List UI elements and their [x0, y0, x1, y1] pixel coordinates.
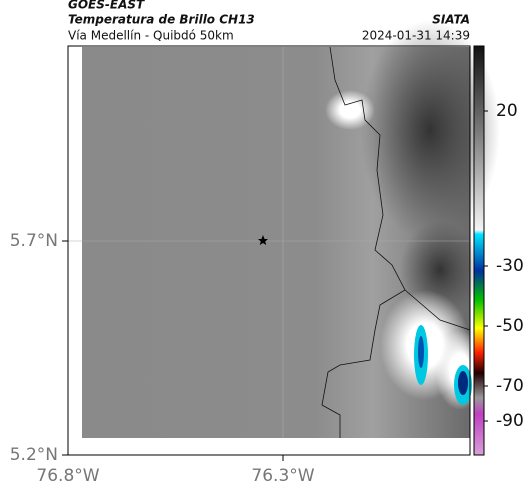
lon-label: 76.3°W — [251, 466, 314, 486]
satellite: GOES-EAST — [68, 0, 145, 12]
lon-label: 76.8°W — [36, 466, 99, 486]
lat-label: 5.7°N — [10, 231, 58, 251]
route: Vía Medellín - Quibdó 50km — [68, 29, 234, 43]
border — [321, 46, 406, 438]
product: Temperatura de Brillo CH13 — [68, 13, 255, 27]
border — [404, 289, 471, 331]
colorbar-tick-label: 20 — [496, 101, 518, 121]
location-star — [258, 235, 268, 245]
colorbar-tick-label: -50 — [496, 316, 524, 336]
colorbar — [473, 45, 485, 456]
satellite-image — [82, 20, 500, 438]
map-frame — [67, 45, 471, 456]
colorbar-ticks: 20 -30 -50 -70 -90 — [484, 101, 524, 431]
colorbar-tick-label: -30 — [496, 256, 524, 276]
colorbar-tick-label: -70 — [496, 376, 524, 396]
colorbar-tick-label: -90 — [496, 411, 524, 431]
lat-label: 5.2°N — [10, 445, 58, 465]
